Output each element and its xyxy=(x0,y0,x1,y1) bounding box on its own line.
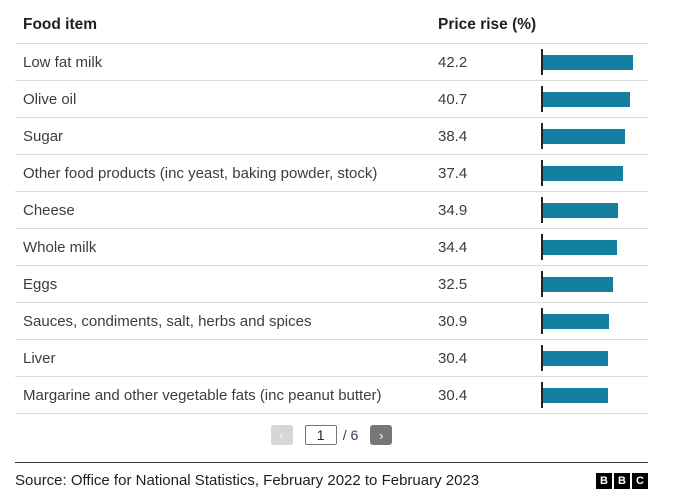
table-row: Margarine and other vegetable fats (inc … xyxy=(15,377,648,414)
price-rise-table-widget: Food item Price rise (%) Low fat milk 42… xyxy=(15,0,648,489)
food-item-label: Eggs xyxy=(23,275,58,293)
chevron-left-icon: ‹ xyxy=(279,427,284,443)
source-attribution: Source: Office for National Statistics, … xyxy=(15,472,480,489)
table-row: Liver 30.4 xyxy=(15,340,648,377)
table-row: Low fat milk 42.2 xyxy=(15,44,648,81)
bar-cell xyxy=(541,308,648,334)
next-page-button[interactable]: › xyxy=(370,425,393,445)
bbc-logo-block-b2: B xyxy=(614,472,630,489)
bar-axis-tick xyxy=(541,308,543,334)
price-rise-value: 34.9 xyxy=(438,201,468,219)
price-rise-bar xyxy=(543,387,609,403)
bar-axis-tick xyxy=(541,86,543,112)
bar-axis-tick xyxy=(541,345,543,371)
previous-page-button[interactable]: ‹ xyxy=(270,425,293,445)
table-row: Sauces, condiments, salt, herbs and spic… xyxy=(15,303,648,340)
food-item-label: Margarine and other vegetable fats (inc … xyxy=(23,386,382,404)
table-header-row: Food item Price rise (%) xyxy=(15,0,648,44)
bar-axis-tick xyxy=(541,382,543,408)
table-row: Cheese 34.9 xyxy=(15,192,648,229)
table-row: Sugar 38.4 xyxy=(15,118,648,155)
price-rise-bar xyxy=(543,313,610,329)
footer-divider xyxy=(15,462,648,463)
column-header-price-rise: Price rise (%) xyxy=(438,16,537,33)
bbc-logo-block-c: C xyxy=(632,472,648,489)
price-rise-value: 30.9 xyxy=(438,312,468,330)
bbc-logo-block-b1: B xyxy=(596,472,612,489)
bar-cell xyxy=(541,345,648,371)
table-row: Other food products (inc yeast, baking p… xyxy=(15,155,648,192)
page-total-label: / 6 xyxy=(342,427,359,443)
price-rise-value: 30.4 xyxy=(438,386,468,404)
price-rise-value: 40.7 xyxy=(438,90,468,108)
bar-cell xyxy=(541,123,648,149)
bar-cell xyxy=(541,271,648,297)
price-rise-value: 32.5 xyxy=(438,275,468,293)
food-item-label: Whole milk xyxy=(23,238,97,256)
food-item-label: Liver xyxy=(23,349,56,367)
price-rise-bar xyxy=(543,239,617,255)
price-rise-bar xyxy=(543,165,624,181)
bar-axis-tick xyxy=(541,123,543,149)
price-rise-value: 37.4 xyxy=(438,164,468,182)
price-rise-bar xyxy=(543,276,613,292)
bar-cell xyxy=(541,86,648,112)
price-rise-bar xyxy=(543,202,618,218)
table-row: Olive oil 40.7 xyxy=(15,81,648,118)
bar-cell xyxy=(541,49,648,75)
food-item-label: Low fat milk xyxy=(23,53,103,71)
price-rise-value: 30.4 xyxy=(438,349,468,367)
bar-cell xyxy=(541,382,648,408)
bar-axis-tick xyxy=(541,160,543,186)
price-rise-value: 42.2 xyxy=(438,53,468,71)
footer: Source: Office for National Statistics, … xyxy=(15,463,648,489)
bar-axis-tick xyxy=(541,197,543,223)
bar-axis-tick xyxy=(541,49,543,75)
price-rise-bar xyxy=(543,128,626,144)
page-number-input[interactable] xyxy=(304,425,337,445)
food-item-label: Olive oil xyxy=(23,90,77,108)
table-row: Whole milk 34.4 xyxy=(15,229,648,266)
food-item-label: Sugar xyxy=(23,127,64,145)
bar-cell xyxy=(541,160,648,186)
food-item-label: Other food products (inc yeast, baking p… xyxy=(23,164,378,182)
bar-cell xyxy=(541,197,648,223)
price-rise-value: 34.4 xyxy=(438,238,468,256)
column-header-food-item: Food item xyxy=(23,16,98,33)
bar-cell xyxy=(541,234,648,260)
pagination: ‹ / 6 › xyxy=(15,414,648,446)
food-item-label: Cheese xyxy=(23,201,75,219)
bbc-logo: B B C xyxy=(596,472,648,489)
price-rise-bar xyxy=(543,91,631,107)
table-row: Eggs 32.5 xyxy=(15,266,648,303)
price-rise-value: 38.4 xyxy=(438,127,468,145)
food-item-label: Sauces, condiments, salt, herbs and spic… xyxy=(23,312,312,330)
bar-axis-tick xyxy=(541,271,543,297)
bar-axis-tick xyxy=(541,234,543,260)
chevron-right-icon: › xyxy=(379,427,384,443)
price-rise-bar xyxy=(543,54,634,70)
price-rise-bar xyxy=(543,350,609,366)
